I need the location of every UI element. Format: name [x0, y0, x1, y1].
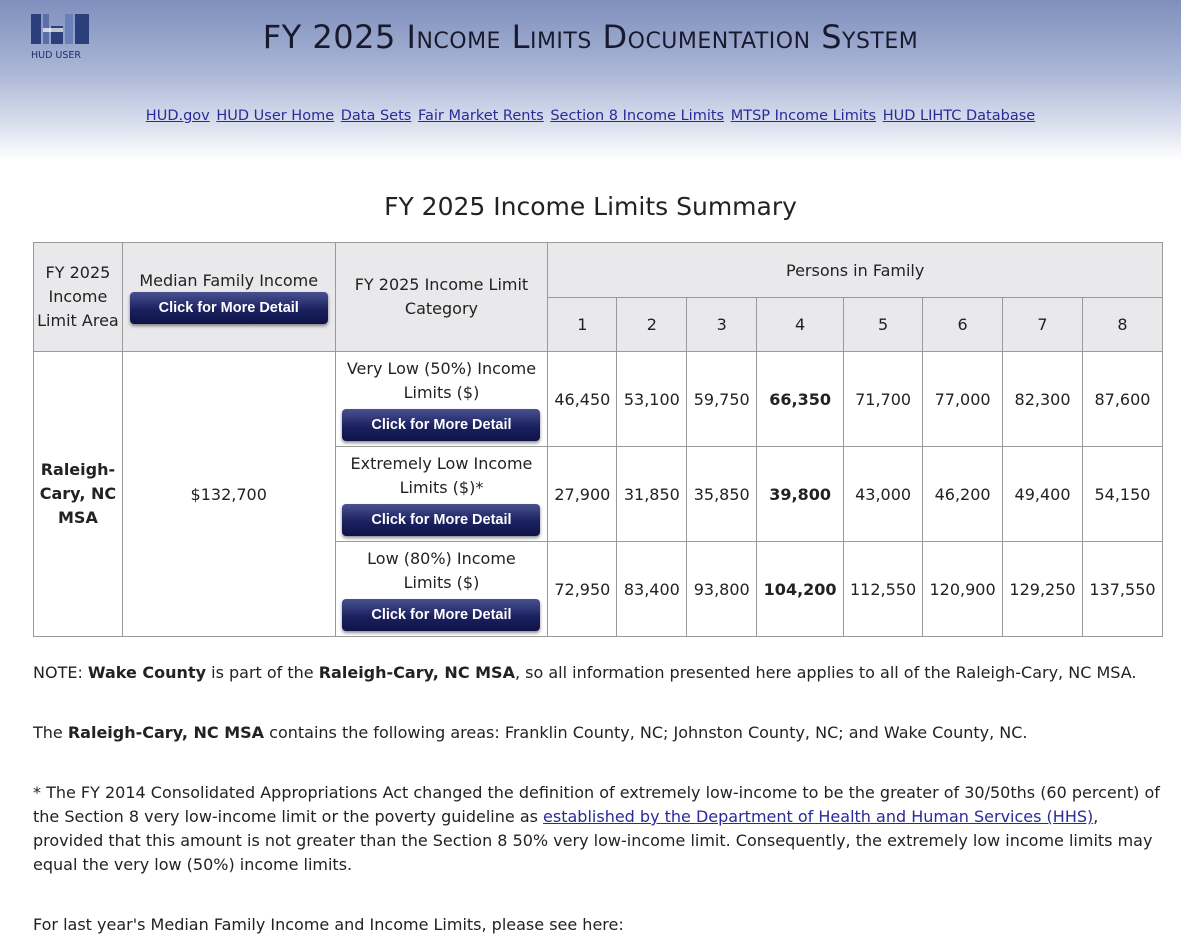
category-cell-very-low: Very Low (50%) Income Limits ($) Click f…	[334, 351, 549, 447]
page-header: HUD USER FY 2025 Income Limits Documenta…	[0, 0, 1181, 160]
category-label: Extremely Low Income Limits ($)*	[350, 454, 533, 497]
limit-area-name: Raleigh-Cary, NC MSA	[39, 460, 117, 527]
footnote-text-before: * The FY 2014 Consolidated Appropriation…	[33, 783, 1160, 826]
hud-user-logo[interactable]: HUD USER	[29, 12, 93, 60]
table-cell: 137,550	[1081, 541, 1164, 637]
persons-col: 4	[756, 297, 845, 352]
limit-area-cell: Raleigh-Cary, NC MSA	[33, 351, 123, 637]
note-prefix: NOTE:	[33, 663, 88, 682]
persons-header-row: 1 2 3 4 5 6 7 8	[34, 297, 1164, 352]
table-cell: 53,100	[616, 351, 688, 447]
footnote-paragraph: * The FY 2014 Consolidated Appropriation…	[33, 781, 1163, 877]
note-mid: is part of the	[206, 663, 319, 682]
footnote-text-after: , provided that this amount is not great…	[33, 807, 1153, 874]
table-cell: 71,700	[843, 351, 924, 447]
table-cell: 72,950	[547, 541, 618, 637]
table-row-low: Low (80%) Income Limits ($) Click for Mo…	[34, 541, 1164, 637]
table-row-very-low: Raleigh-Cary, NC MSA $132,700 Very Low (…	[33, 351, 1164, 637]
table-cell: 83,400	[616, 541, 688, 637]
note-paragraph: NOTE: Wake County is part of the Raleigh…	[33, 661, 1163, 685]
note-msa: Raleigh-Cary, NC MSA	[318, 663, 515, 682]
note-suffix: , so all information presented here appl…	[514, 663, 1137, 682]
contains-msa: Raleigh-Cary, NC MSA	[67, 723, 265, 742]
contains-paragraph: The Raleigh-Cary, NC MSA contains the fo…	[33, 721, 1163, 745]
persons-col: 7	[1002, 297, 1083, 352]
nav-link-mtsp-income-limits[interactable]: MTSP Income Limits	[730, 108, 877, 124]
header-median-family-income: Median Family Income Click for More Deta…	[121, 242, 336, 352]
nav-link-hud-gov[interactable]: HUD.gov	[145, 108, 210, 124]
table-cell: 54,150	[1081, 446, 1164, 542]
table-cell: 43,000	[843, 446, 924, 542]
table-cell: 82,300	[1002, 351, 1083, 447]
table-cell: 35,850	[686, 446, 758, 542]
table-cell: 46,200	[922, 446, 1004, 542]
logo-text: HUD USER	[31, 50, 81, 60]
table-cell: 59,750	[686, 351, 758, 447]
contains-suffix: contains the following areas: Franklin C…	[264, 723, 1028, 742]
header-limit-area: FY 2025 Income Limit Area	[33, 242, 123, 352]
table-cell: 120,900	[922, 541, 1004, 637]
table-row-extremely-low: Extremely Low Income Limits ($)* Click f…	[34, 446, 1164, 542]
table-cell: 112,550	[843, 541, 924, 637]
category-cell-extremely-low: Extremely Low Income Limits ($)* Click f…	[334, 446, 549, 542]
table-cell: 39,800	[756, 446, 845, 542]
table-cell: 93,800	[686, 541, 758, 637]
page-title: FY 2025 Income Limits Summary	[384, 192, 797, 221]
header-limit-category: FY 2025 Income Limit Category	[334, 242, 549, 352]
table-cell: 49,400	[1002, 446, 1083, 542]
low-detail-button[interactable]: Click for More Detail	[342, 599, 541, 631]
table-cell: 27,900	[547, 446, 618, 542]
top-nav: HUD.gov HUD User Home Data Sets Fair Mar…	[0, 108, 1181, 124]
persons-col: 3	[686, 297, 758, 352]
persons-col: 1	[547, 297, 618, 352]
header-limit-area-label: FY 2025 Income Limit Area	[37, 263, 119, 330]
table-cell: 104,200	[756, 541, 845, 637]
note-county: Wake County	[87, 663, 207, 682]
nav-link-hud-lihtc-database[interactable]: HUD LIHTC Database	[882, 108, 1036, 124]
category-label: Very Low (50%) Income Limits ($)	[346, 359, 537, 402]
persons-col: 2	[616, 297, 688, 352]
category-cell-low: Low (80%) Income Limits ($) Click for Mo…	[334, 541, 549, 637]
hhs-poverty-guideline-link[interactable]: established by the Department of Health …	[543, 807, 1094, 826]
header-mfi-label: Median Family Income	[139, 270, 319, 290]
nav-link-hud-user-home[interactable]: HUD User Home	[216, 108, 335, 124]
persons-col: 8	[1081, 297, 1164, 352]
header-persons-in-family: Persons in Family	[547, 242, 1163, 298]
header-category-label: FY 2025 Income Limit Category	[354, 275, 529, 318]
nav-link-data-sets[interactable]: Data Sets	[340, 108, 412, 124]
table-cell: 87,600	[1081, 351, 1164, 447]
nav-link-fair-market-rents[interactable]: Fair Market Rents	[417, 108, 544, 124]
table-cell: 31,850	[616, 446, 688, 542]
table-cell: 46,450	[547, 351, 618, 447]
last-year-paragraph: For last year's Median Family Income and…	[33, 915, 624, 934]
category-label: Low (80%) Income Limits ($)	[367, 549, 516, 592]
mfi-detail-button[interactable]: Click for More Detail	[129, 291, 328, 324]
income-limits-table: FY 2025 Income Limit Area Median Family …	[33, 242, 1164, 637]
persons-col: 5	[843, 297, 924, 352]
table-cell: 129,250	[1002, 541, 1083, 637]
very-low-detail-button[interactable]: Click for More Detail	[342, 409, 541, 441]
persons-col: 6	[922, 297, 1004, 352]
site-title: FY 2025 Income Limits Documentation Syst…	[262, 18, 919, 56]
extremely-low-detail-button[interactable]: Click for More Detail	[342, 504, 541, 536]
table-cell: 66,350	[756, 351, 845, 447]
contains-prefix: The	[33, 723, 68, 742]
table-cell: 77,000	[922, 351, 1004, 447]
median-family-income-value: $132,700	[121, 351, 336, 637]
nav-link-section8-income-limits[interactable]: Section 8 Income Limits	[550, 108, 725, 124]
